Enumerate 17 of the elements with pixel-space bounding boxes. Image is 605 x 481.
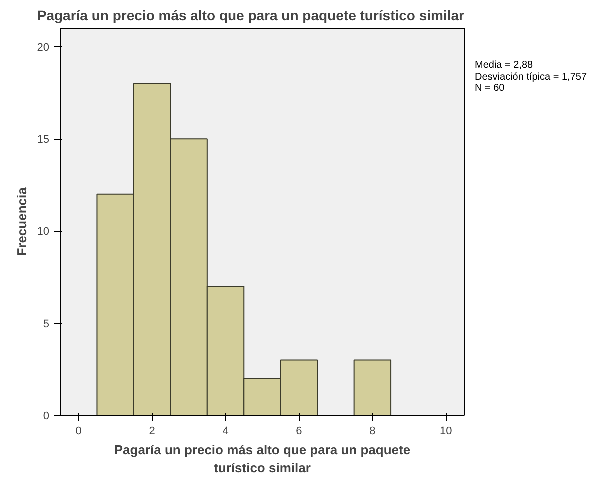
x-axis-title: Pagaría un precio más alto que para un paquete turístico similar [114, 442, 411, 476]
x-tick-label: 0 [76, 426, 82, 438]
text: N = 60 [475, 83, 505, 94]
x-tick-label: 10 [440, 426, 452, 438]
x-tick-label: 4 [222, 426, 229, 438]
y-axis-title: Frecuencia [14, 186, 30, 256]
text: Media = 2,88 [475, 60, 534, 71]
x-tick-label: 8 [370, 426, 376, 438]
y-tick-label: 5 [43, 318, 50, 330]
x-tick-label: 2 [149, 426, 156, 438]
x-tick-label: 6 [296, 426, 302, 438]
y-tick-label: 15 [37, 134, 50, 146]
y-tick-label: 20 [37, 42, 50, 54]
y-tick-label: 10 [37, 226, 50, 238]
y-tick-label: 0 [43, 410, 50, 422]
text: Desviación típica = 1,757 [475, 72, 588, 82]
chart-title: Pagaría un precio más alto que para un paquete turístico similar [37, 8, 466, 24]
